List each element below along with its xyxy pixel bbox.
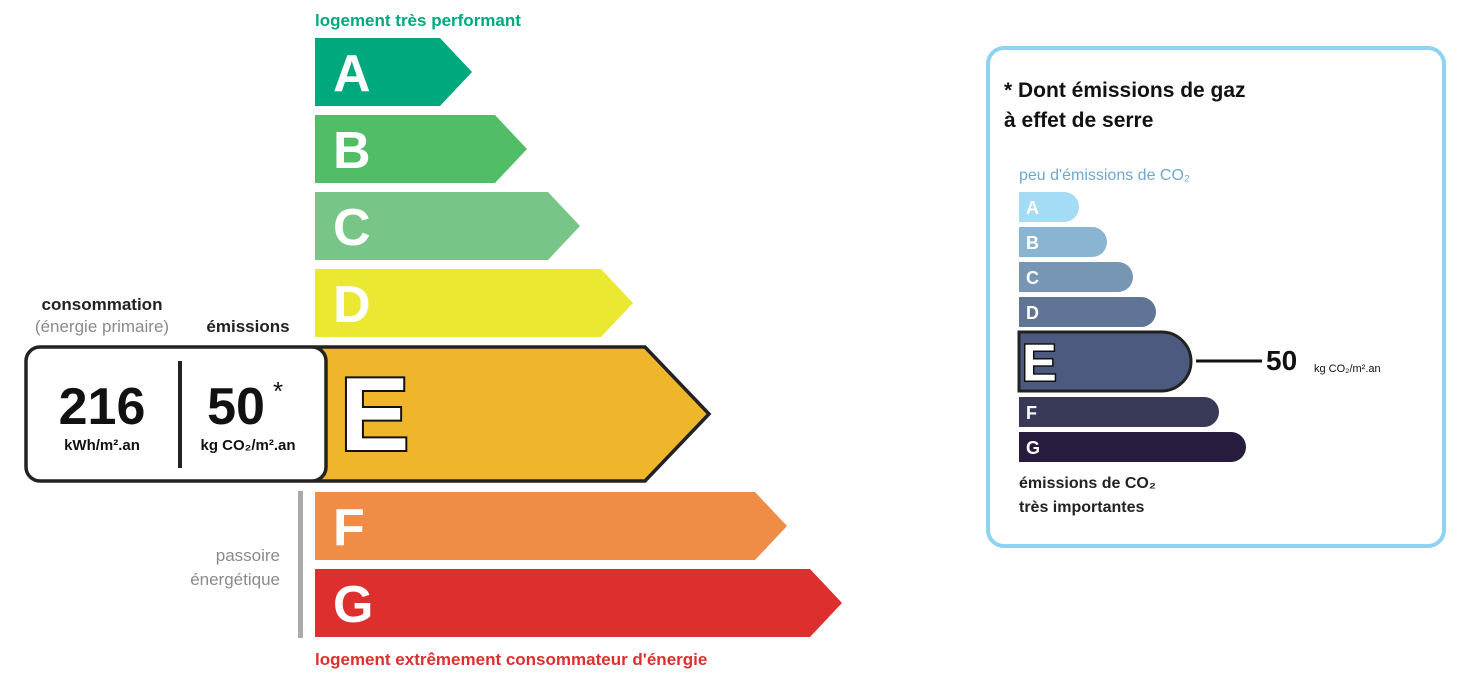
energy-letter-f: F — [333, 499, 365, 557]
ghg-bottom-label-line2: très importantes — [1019, 499, 1144, 516]
ghg-bar-f — [1019, 397, 1219, 427]
emissions-asterisk: * — [273, 376, 283, 406]
ghg-bar-c — [1019, 262, 1133, 292]
ghg-bar-d — [1019, 297, 1156, 327]
emissions-value: 50 — [207, 378, 265, 436]
ghg-title-line2: à effet de serre — [1004, 109, 1153, 132]
ghg-unit: kg CO₂/m².an — [1314, 363, 1381, 375]
energy-letter-a: A — [333, 45, 371, 103]
ghg-letter-a: A — [1026, 198, 1039, 218]
energy-letter-c: C — [333, 199, 371, 257]
emissions-heading: émissions — [206, 317, 289, 336]
ghg-letter-c: C — [1026, 268, 1039, 288]
ghg-letter-g: G — [1026, 438, 1040, 458]
consumption-heading: consommation — [42, 295, 163, 314]
energy-letter-e: E — [340, 357, 409, 473]
value-box — [24, 345, 328, 483]
ghg-letter-d: D — [1026, 303, 1039, 323]
ghg-bar-e — [1017, 330, 1193, 393]
ghg-letter-f: F — [1026, 403, 1037, 423]
energy-bar-g — [315, 569, 842, 637]
consumption-unit: kWh/m².an — [64, 437, 140, 454]
energy-letter-g: G — [333, 576, 373, 634]
energy-bottom-label: logement extrêmement consommateur d'éner… — [315, 650, 707, 669]
energy-bar-d — [315, 269, 633, 337]
energy-letter-d: D — [333, 276, 371, 334]
energy-bar-c — [315, 192, 580, 260]
energy-bar-b — [315, 115, 527, 183]
passoire-label-line1: passoire — [216, 546, 280, 565]
ghg-title-line1: * Dont émissions de gaz — [1004, 79, 1246, 102]
energy-bar-a — [315, 38, 472, 106]
passoire-bracket — [298, 491, 303, 638]
consumption-subheading: (énergie primaire) — [35, 317, 169, 336]
ghg-letter-e: E — [1022, 335, 1057, 393]
ghg-top-label: peu d'émissions de CO₂ — [1019, 167, 1190, 184]
energy-bar-f — [315, 492, 787, 560]
ghg-letter-b: B — [1026, 233, 1039, 253]
emissions-unit: kg CO₂/m².an — [200, 437, 295, 454]
ghg-bar-a — [1019, 192, 1079, 222]
ghg-bar-g — [1019, 432, 1246, 462]
ghg-value: 50 — [1266, 345, 1297, 376]
ghg-bar-b — [1019, 227, 1107, 257]
passoire-label-line2: énergétique — [190, 570, 280, 589]
consumption-value: 216 — [59, 378, 146, 436]
energy-letter-b: B — [333, 122, 371, 180]
energy-top-label: logement très performant — [315, 11, 521, 30]
ghg-bottom-label-line1: émissions de CO₂ — [1019, 475, 1156, 492]
